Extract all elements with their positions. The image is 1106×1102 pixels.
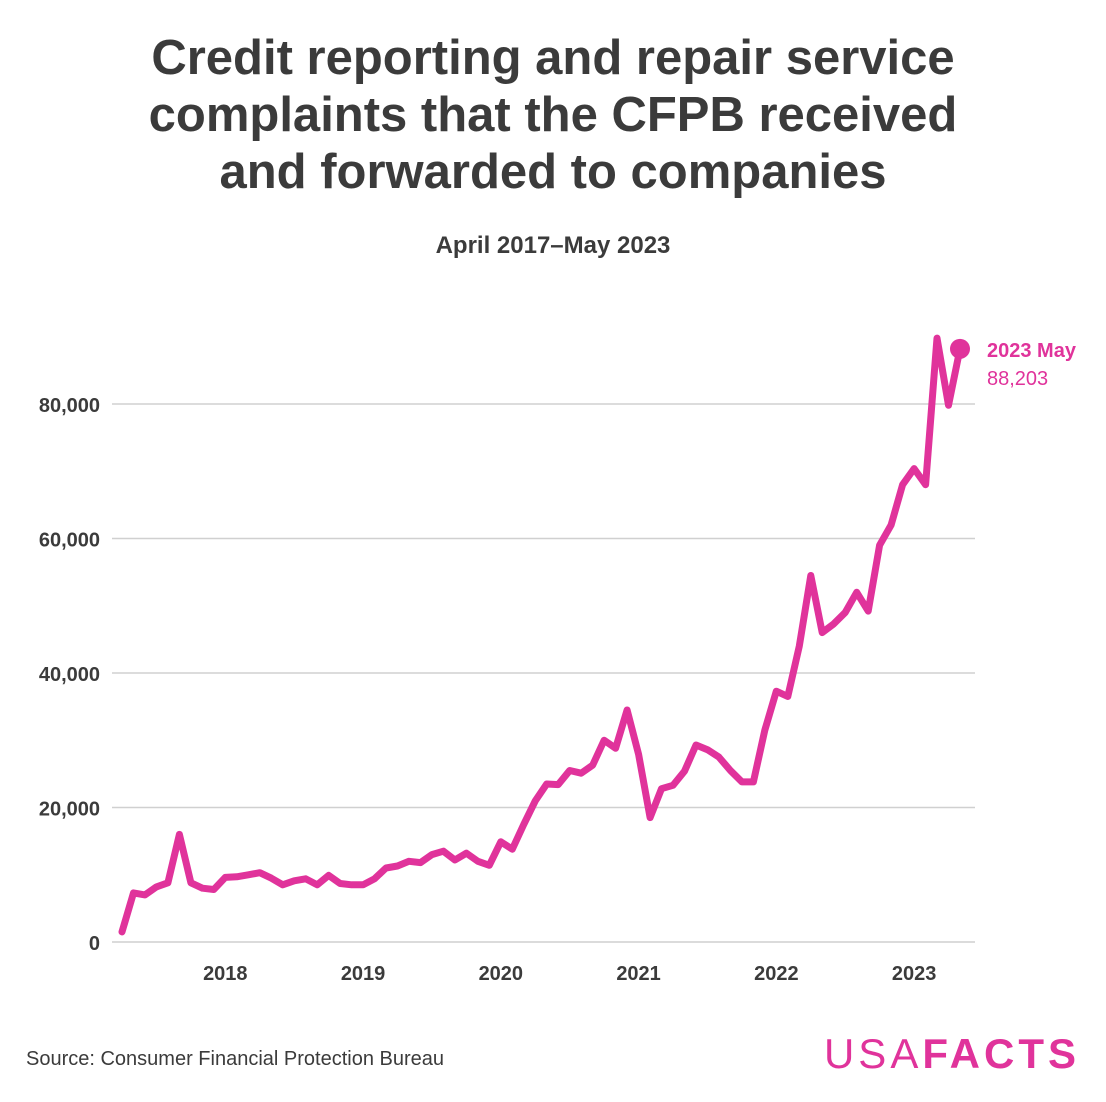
x-tick-label: 2020 — [479, 963, 524, 985]
chart-title-line: Credit reporting and repair service — [151, 31, 955, 85]
end-point-marker — [950, 338, 970, 359]
x-tick-label: 2018 — [203, 963, 248, 985]
x-tick-label: 2023 — [892, 963, 937, 985]
y-tick-label: 20,000 — [39, 799, 100, 821]
logo-usa-text: USA — [823, 1030, 923, 1077]
chart-title: Credit reporting and repair service comp… — [0, 30, 1106, 201]
end-annotation-label: 2023 May — [987, 340, 1077, 362]
x-tick-label: 2022 — [754, 963, 799, 985]
usafacts-logo: USAFACTS — [824, 1030, 1080, 1078]
y-tick-label: 80,000 — [39, 395, 100, 417]
x-tick-label: 2019 — [341, 963, 386, 985]
x-tick-label: 2021 — [616, 963, 661, 985]
y-tick-label: 60,000 — [39, 530, 100, 552]
chart-subtitle: April 2017–May 2023 — [435, 232, 671, 259]
logo-facts-text: FACTS — [922, 1030, 1080, 1077]
chart-title-line: and forwarded to companies — [219, 145, 887, 199]
source-note: Source: Consumer Financial Protection Bu… — [26, 1048, 444, 1070]
series-line — [118, 334, 964, 936]
chart-title-line: complaints that the CFPB received — [148, 88, 958, 142]
y-tick-label: 0 — [89, 933, 100, 955]
y-tick-label: 40,000 — [39, 664, 100, 686]
end-annotation-value: 88,203 — [987, 368, 1048, 390]
